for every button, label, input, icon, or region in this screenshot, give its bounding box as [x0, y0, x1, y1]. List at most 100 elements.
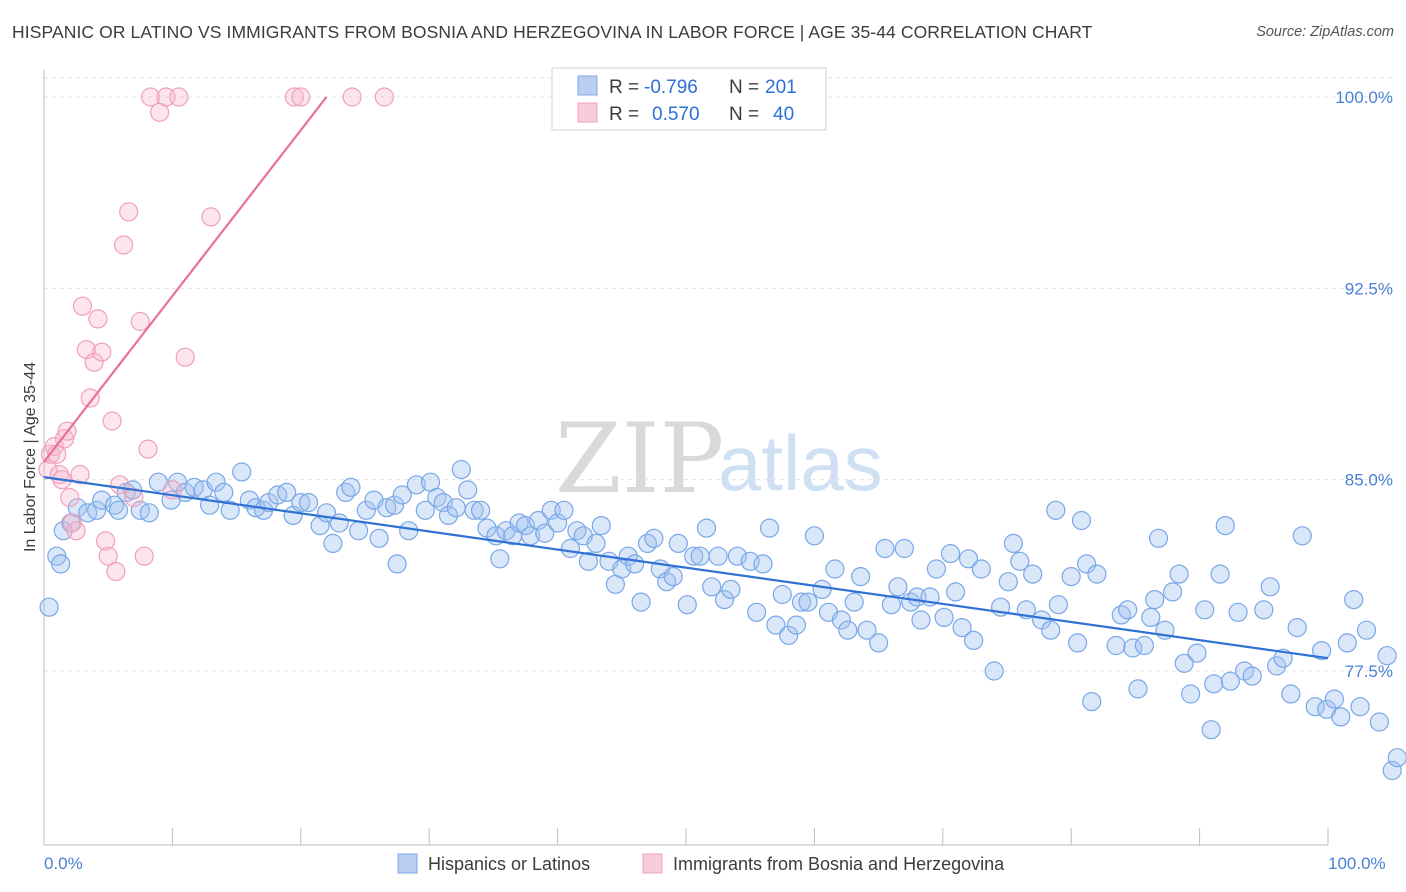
hispanic-point-31 [277, 482, 297, 502]
bosnia-point-21 [106, 561, 126, 582]
hispanic-point-124 [894, 538, 914, 559]
hispanic-point-175 [1228, 602, 1248, 622]
hispanic-point-140 [1003, 533, 1024, 554]
hispanic-point-133 [952, 617, 972, 638]
hispanic-point-75 [567, 521, 587, 541]
hispanic-point-111 [804, 526, 825, 546]
bosnia-point-17 [92, 342, 112, 362]
correlation-legend: R = -0.796 N = 201 R = 0.570 N = 40 [551, 67, 827, 131]
hispanic-point-78 [586, 533, 606, 554]
hispanic-point-58 [458, 480, 478, 500]
hispanic-point-0 [39, 597, 59, 617]
hispanic-point-105 [766, 615, 786, 635]
chart-title: HISPANIC OR LATINO VS IMMIGRANTS FROM BO… [12, 22, 1093, 42]
bosnia-point-39 [374, 87, 394, 107]
x-tick-label-min: 0.0% [44, 854, 83, 873]
hispanic-point-166 [1174, 653, 1194, 673]
hispanic-point-171 [1204, 674, 1224, 694]
legend-n-value-bosnia: 40 [773, 104, 794, 125]
hispanic-point-39 [336, 482, 356, 502]
bosnia-point-22 [110, 475, 130, 495]
hispanic-point-103 [753, 554, 773, 574]
hispanic-point-127 [911, 610, 931, 630]
hispanic-point-40 [341, 477, 361, 497]
data-points [38, 87, 1406, 781]
bosnia-point-38 [342, 87, 362, 107]
bosnia-point-27 [134, 546, 154, 566]
hispanic-point-84 [624, 554, 645, 574]
hispanic-point-112 [812, 579, 832, 600]
legend-r-label-bosnia: R = [609, 104, 639, 125]
hispanic-point-170 [1201, 720, 1221, 740]
hispanic-point-192 [1350, 697, 1370, 717]
hispanic-point-8 [92, 490, 112, 510]
hispanic-point-159 [1134, 635, 1155, 656]
hispanic-point-2 [51, 554, 71, 574]
hispanic-point-130 [934, 607, 954, 628]
hispanic-point-153 [1087, 564, 1107, 584]
hispanic-point-119 [857, 620, 877, 640]
hispanic-point-106 [772, 584, 792, 605]
hispanic-point-33 [291, 493, 311, 513]
hispanic-point-60 [471, 500, 491, 520]
chart-source: Source: ZipAtlas.com [1256, 24, 1394, 40]
legend-n-label-bosnia: N = [729, 104, 759, 125]
hispanic-point-184 [1292, 526, 1312, 546]
hispanic-point-93 [684, 546, 704, 566]
hispanic-point-85 [631, 592, 651, 612]
hispanic-point-193 [1356, 620, 1377, 640]
bosnia-point-28 [138, 439, 158, 459]
hispanic-point-108 [786, 615, 807, 635]
hispanic-point-46 [384, 495, 405, 515]
hispanic-point-95 [696, 518, 717, 538]
bosnia-point-26 [130, 311, 150, 332]
hispanic-point-195 [1377, 646, 1397, 666]
hispanic-point-145 [1041, 620, 1061, 640]
hispanic-point-136 [971, 559, 991, 579]
hispanic-point-164 [1162, 582, 1183, 602]
hispanic-point-196 [1382, 760, 1402, 781]
hispanic-point-63 [490, 549, 510, 569]
legend-swatch-bosnia [577, 102, 598, 123]
hispanic-point-107 [779, 625, 799, 645]
hispanic-point-23 [214, 482, 234, 502]
hispanic-point-177 [1242, 666, 1262, 686]
bosnia-point-37 [291, 87, 311, 107]
hispanic-point-121 [875, 538, 895, 559]
hispanic-point-98 [714, 589, 735, 610]
hispanic-point-125 [901, 592, 921, 612]
hispanic-point-150 [1071, 510, 1092, 531]
hispanic-point-172 [1210, 564, 1230, 584]
legend-swatch-hispanic [577, 75, 598, 96]
hispanic-point-134 [958, 549, 979, 569]
hispanic-point-116 [838, 620, 858, 640]
bottom-legend-swatch-bosnia [642, 853, 663, 874]
bosnia-point-14 [80, 388, 100, 408]
bosnia-point-20 [102, 411, 122, 431]
hispanic-point-104 [759, 518, 780, 538]
hispanic-point-191 [1344, 589, 1364, 610]
hispanic-point-59 [464, 500, 484, 520]
hispanic-point-87 [644, 528, 664, 548]
hispanic-point-14 [139, 503, 159, 523]
bosnia-point-36 [284, 87, 304, 107]
bosnia-point-12 [72, 296, 93, 316]
hispanic-point-91 [668, 533, 688, 554]
bosnia-point-11 [70, 465, 90, 485]
hispanic-point-188 [1324, 689, 1345, 709]
bosnia-point-32 [169, 87, 189, 107]
hispanic-point-123 [888, 577, 908, 597]
y-tick-label-0: 77.5% [1345, 662, 1393, 681]
hispanic-trend-line [43, 476, 1329, 660]
hispanic-point-5 [67, 498, 88, 518]
hispanic-point-100 [727, 546, 748, 566]
legend-box [551, 67, 827, 131]
hispanic-point-135 [963, 630, 984, 651]
bosnia-point-23 [113, 235, 134, 255]
hispanic-point-94 [690, 546, 710, 566]
hispanic-point-115 [831, 610, 852, 630]
hispanic-point-183 [1287, 617, 1307, 638]
hispanic-point-73 [554, 500, 574, 520]
y-axis-label: In Labor Force | Age 35-44 [22, 362, 39, 552]
hispanic-point-158 [1128, 679, 1148, 699]
